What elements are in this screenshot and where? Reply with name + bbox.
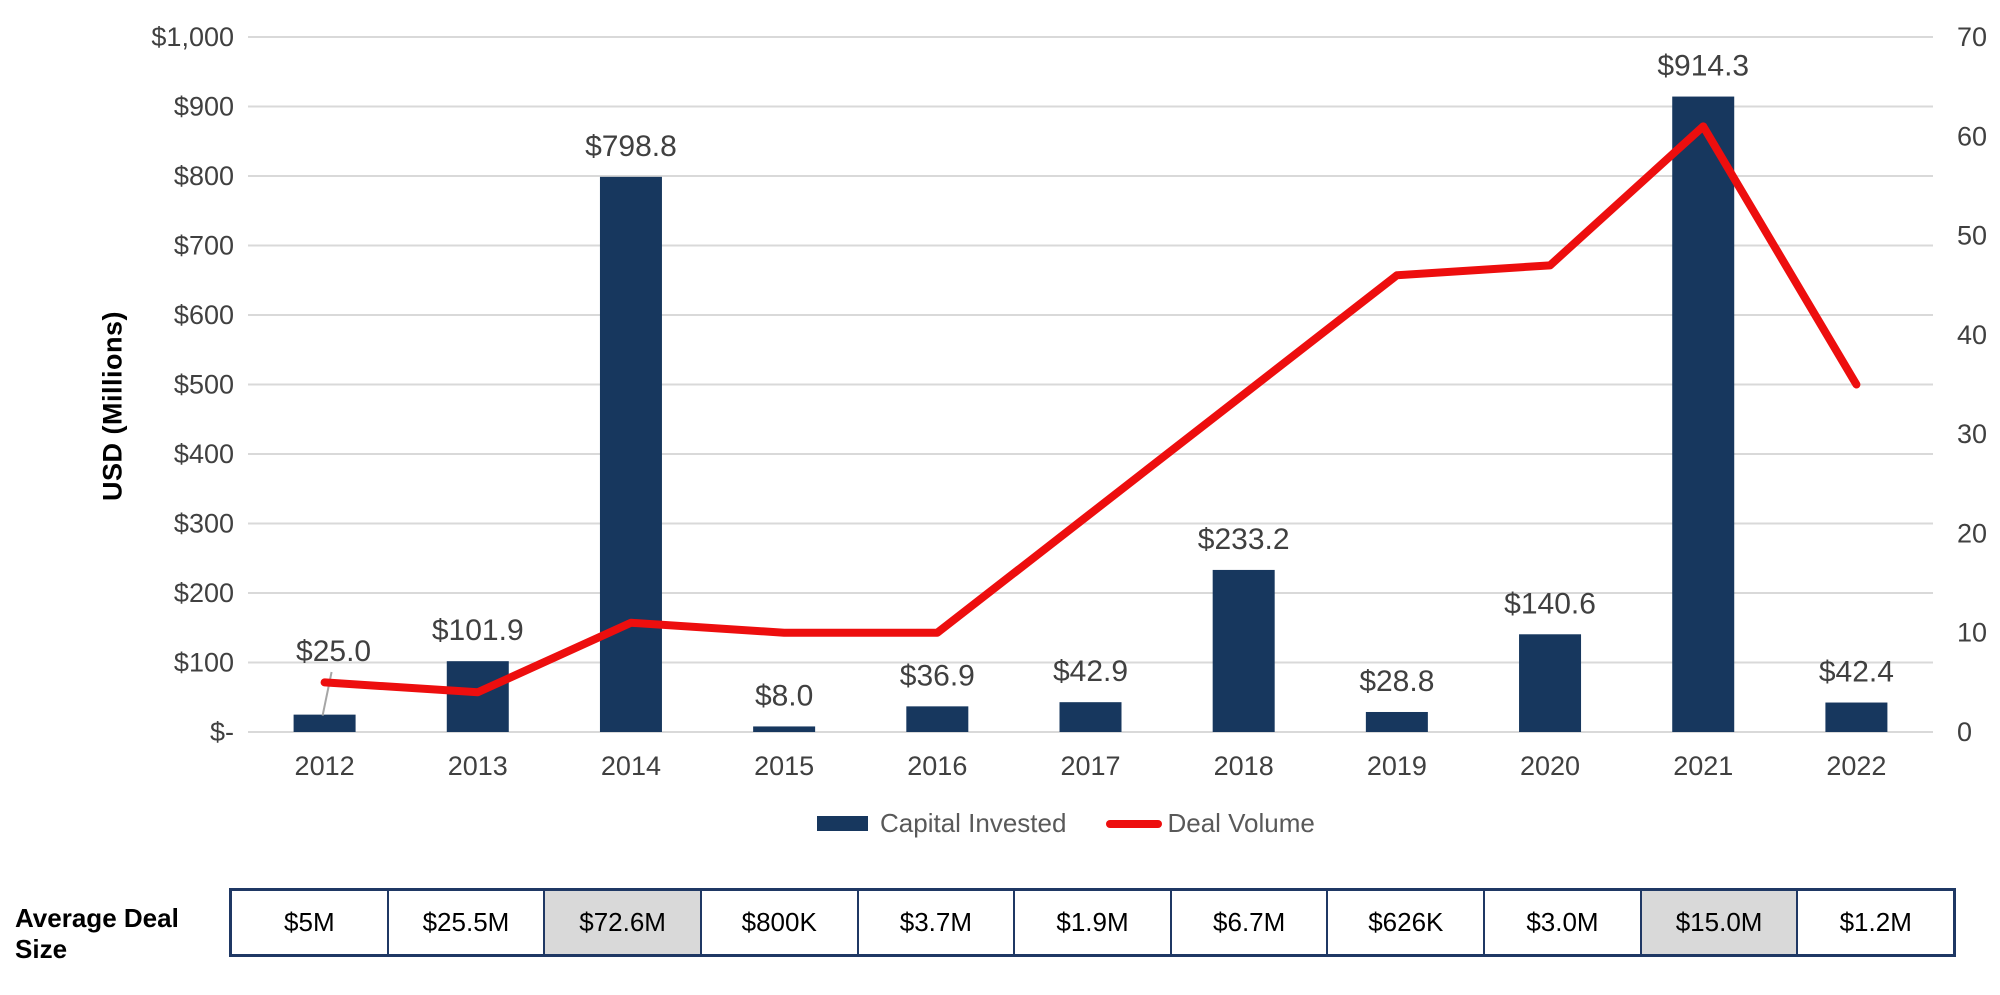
right-axis-tick-label: 20 [1957,518,1987,548]
bar-data-label-2015: $8.0 [755,679,813,712]
bar-data-label-2013: $101.9 [432,614,524,647]
legend: Capital Invested Deal Volume [817,808,1315,839]
bar-2014 [599,176,662,733]
left-axis-tick-label: $300 [174,509,234,539]
capital-invested-swatch-icon [817,816,868,831]
x-axis-label-2020: 2020 [1520,751,1580,781]
x-axis-label-2014: 2014 [601,751,661,781]
left-axis-tick-label: $700 [174,231,234,261]
bar-data-label-2019: $28.8 [1359,665,1434,698]
right-axis-tick-label: 50 [1957,221,1987,251]
deal-volume-line [320,122,1861,697]
x-axis-label-2017: 2017 [1060,751,1120,781]
bar-data-label-2017: $42.9 [1053,655,1128,688]
left-axis-tick-label: $500 [174,370,234,400]
left-axis-tick-label: $200 [174,578,234,608]
x-axis-label-2013: 2013 [448,751,508,781]
avg-deal-size-cell-2021: $15.0M [1639,891,1797,954]
right-axis-tick-label: 30 [1957,419,1987,449]
x-axis-label-2015: 2015 [754,751,814,781]
x-axis-label-2019: 2019 [1367,751,1427,781]
average-deal-size-table: $5M $25.5M $72.6M $800K $3.7M $1.9M $6.7M $626K… [229,888,1956,957]
x-axis-label-2022: 2022 [1826,751,1886,781]
bar-2022 [1825,702,1888,732]
legend-label-deal-volume: Deal Volume [1167,808,1315,838]
x-axis-label-2016: 2016 [907,751,967,781]
bar-2018 [1212,569,1275,732]
bar-2016 [906,706,969,732]
avg-deal-size-cell-2014: $72.6M [543,891,700,954]
right-axis-tick-label: 10 [1957,618,1987,648]
avg-deal-size-cell-2017: $1.9M [1013,891,1170,954]
left-axis-tick-label: $900 [174,92,234,122]
right-axis-tick-label: 40 [1957,320,1987,350]
bar-data-label-2020: $140.6 [1504,587,1596,620]
left-axis-tick-label: $- [210,717,234,747]
left-axis-tick-label: $1,000 [151,22,234,52]
deal-volume-swatch-icon [1106,819,1163,828]
bar-2021 [1672,96,1735,732]
legend-item-deal-volume: Deal Volume [1106,808,1315,839]
avg-deal-size-cell-2018: $6.7M [1169,891,1327,954]
bar-2015 [753,726,816,732]
bar-data-label-2021: $914.3 [1657,50,1749,83]
left-axis-tick-label: $600 [174,300,234,330]
avg-deal-size-cell-2013: $25.5M [386,891,544,954]
x-axis-label-2012: 2012 [295,751,355,781]
plot-area: $1,000 $900 $800 $700 $600 $500 $400 $300 $200 $1… [151,22,1987,781]
legend-item-capital-invested: Capital Invested [817,808,1066,839]
left-axis-tick-label: $800 [174,161,234,191]
bar-data-label-2014: $798.8 [585,130,677,163]
right-axis-tick-label: 70 [1957,22,1987,52]
bar-data-label-2016: $36.9 [900,659,975,692]
x-axis-label-2021: 2021 [1673,751,1733,781]
avg-deal-size-cell-2016: $3.7M [856,891,1014,954]
left-axis-tick-label: $100 [174,648,234,678]
bar-2017 [1059,702,1122,732]
avg-deal-size-cell-2020: $3.0M [1483,891,1640,954]
right-axis-tick-label: 0 [1957,717,1972,747]
legend-label-capital-invested: Capital Invested [880,808,1067,838]
avg-deal-size-cell-2022: $1.2M [1796,891,1954,954]
bar-2013 [446,661,509,732]
bar-2012 [293,714,356,732]
bar-2020 [1519,634,1582,732]
bar-data-label-2022: $42.4 [1819,656,1894,689]
right-axis-tick-label: 60 [1957,121,1987,151]
bar-2019 [1365,711,1428,732]
avg-deal-size-cell-2012: $5M [232,891,387,954]
average-deal-size-row-label: Average Deal Size [15,903,179,964]
bar-data-label-2012: $25.0 [296,635,371,668]
x-axis-label-2018: 2018 [1214,751,1274,781]
avg-deal-size-cell-2015: $800K [699,891,857,954]
bar-data-label-2018: $233.2 [1198,523,1290,556]
left-axis-tick-label: $400 [174,439,234,469]
avg-deal-size-cell-2019: $626K [1326,891,1484,954]
